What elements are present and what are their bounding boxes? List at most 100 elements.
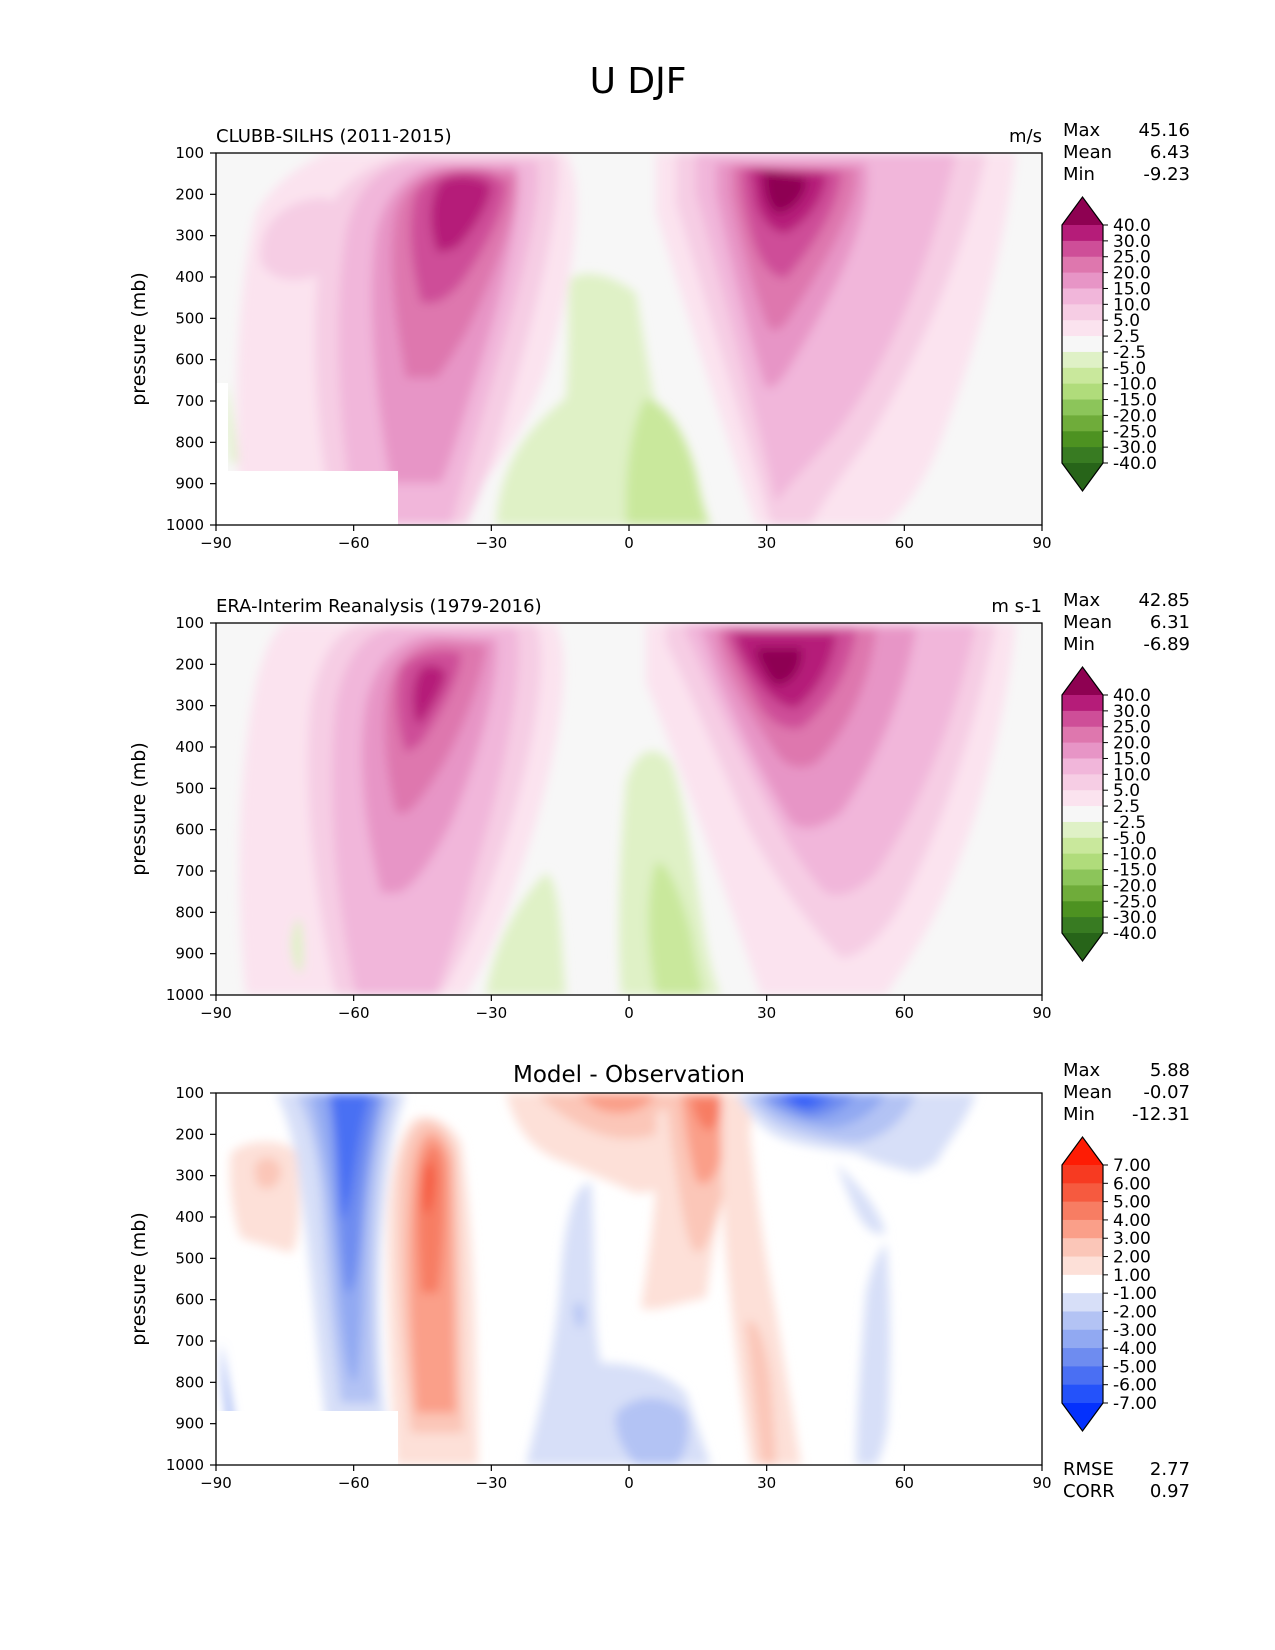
colorbar-bin bbox=[1062, 853, 1103, 871]
y-axis-label: pressure (mb) bbox=[128, 1212, 150, 1346]
colorbar-label: -5.0 bbox=[1113, 829, 1146, 849]
y-tick-label: 300 bbox=[175, 697, 204, 715]
colorbar-bin bbox=[1062, 240, 1103, 258]
colorbar-label: -30.0 bbox=[1113, 438, 1157, 458]
x-tick-label: 90 bbox=[1032, 534, 1051, 552]
colorbar-bin bbox=[1062, 1165, 1103, 1184]
colorbar-label: -7.00 bbox=[1113, 1394, 1157, 1414]
colorbar-label: 10.0 bbox=[1113, 295, 1151, 315]
stat-label: Mean bbox=[1063, 142, 1112, 163]
colorbar-bin bbox=[1062, 1274, 1103, 1294]
stat-value: 0.97 bbox=[1150, 1481, 1190, 1502]
colorbar-bin bbox=[1062, 367, 1103, 385]
colorbar-bin bbox=[1062, 774, 1103, 791]
colorbar-bin bbox=[1062, 806, 1103, 823]
colorbar-label: -40.0 bbox=[1113, 454, 1157, 474]
y-tick-label: 700 bbox=[175, 392, 204, 410]
colorbar-bin bbox=[1062, 869, 1103, 886]
colorbar-label: 25.0 bbox=[1113, 718, 1151, 738]
difference-colorbar: 7.006.005.004.003.002.001.00-1.00-2.00-3… bbox=[1061, 1135, 1157, 1433]
colorbar-label: 6.00 bbox=[1113, 1174, 1151, 1194]
colorbar-label: 40.0 bbox=[1113, 686, 1151, 706]
colorbar-label: 30.0 bbox=[1113, 702, 1151, 722]
colorbar-bin bbox=[1062, 399, 1103, 416]
y-tick-label: 300 bbox=[175, 1167, 204, 1185]
y-axis-label: pressure (mb) bbox=[128, 742, 150, 876]
stat-value: 5.88 bbox=[1150, 1060, 1190, 1081]
y-axis-label: pressure (mb) bbox=[128, 272, 150, 406]
stat-value: 45.16 bbox=[1138, 120, 1190, 141]
colorbar-bin bbox=[1062, 1311, 1103, 1331]
stat-value: 2.77 bbox=[1150, 1459, 1190, 1480]
x-tick-label: 90 bbox=[1032, 1474, 1051, 1492]
colorbar-bin bbox=[1062, 415, 1103, 432]
colorbar-label: 3.00 bbox=[1113, 1229, 1151, 1249]
x-tick-label: 30 bbox=[757, 534, 776, 552]
model-colorbar: 40.030.025.020.015.010.05.02.5-2.5-5.0-1… bbox=[1061, 195, 1157, 493]
colorbar-label: -5.0 bbox=[1113, 359, 1146, 379]
observation-axes: −90 −60 −30 0 30 60 90 100 200 300 400 500 600 700 800… bbox=[128, 614, 1052, 1022]
colorbar-bin bbox=[1062, 1183, 1103, 1203]
colorbar-bin bbox=[1062, 1293, 1103, 1313]
observation-stats: Max 42.85 Mean 6.31 Min -6.89 bbox=[1063, 590, 1190, 655]
colorbar-label: -25.0 bbox=[1113, 892, 1157, 912]
x-tick-label: 30 bbox=[757, 1474, 776, 1492]
figure-title: U DJF bbox=[590, 61, 687, 102]
colorbar-label: -5.00 bbox=[1113, 1357, 1157, 1377]
y-tick-label: 200 bbox=[175, 185, 204, 203]
colorbar-label: -25.0 bbox=[1113, 422, 1157, 442]
difference-panel-title: Model - Observation bbox=[513, 1062, 745, 1088]
colorbar-label: -30.0 bbox=[1113, 908, 1157, 928]
stat-label: RMSE bbox=[1063, 1459, 1114, 1480]
colorbar-label: 4.00 bbox=[1113, 1211, 1151, 1231]
y-tick-label: 400 bbox=[175, 738, 204, 756]
stat-value: 6.43 bbox=[1150, 142, 1190, 163]
observation-units-label: m s-1 bbox=[991, 596, 1042, 617]
colorbar-bin bbox=[1062, 1384, 1103, 1404]
y-tick-label: 300 bbox=[175, 227, 204, 245]
stat-label: Min bbox=[1063, 164, 1095, 185]
colorbar-label: -10.0 bbox=[1113, 845, 1157, 865]
colorbar-bin bbox=[1062, 351, 1103, 369]
x-tick-label: −60 bbox=[338, 1004, 370, 1022]
colorbar-label: 25.0 bbox=[1113, 248, 1151, 268]
y-tick-label: 900 bbox=[175, 475, 204, 493]
stat-value: -12.31 bbox=[1132, 1104, 1190, 1125]
y-tick-label: 500 bbox=[175, 779, 204, 797]
colorbar-label: -2.00 bbox=[1113, 1302, 1157, 1322]
colorbar-bin bbox=[1062, 885, 1103, 902]
x-tick-label: 0 bbox=[624, 1474, 634, 1492]
y-tick-label: 100 bbox=[175, 1084, 204, 1102]
colorbar-bin bbox=[1062, 1329, 1103, 1349]
stat-label: Mean bbox=[1063, 612, 1112, 633]
colorbar-bin bbox=[1062, 726, 1103, 744]
colorbar-label: -40.0 bbox=[1113, 924, 1157, 944]
colorbar-bin bbox=[1062, 447, 1103, 464]
stat-value: -0.07 bbox=[1143, 1082, 1190, 1103]
y-tick-label: 200 bbox=[175, 1125, 204, 1143]
y-tick-label: 100 bbox=[175, 614, 204, 632]
colorbar-label: 15.0 bbox=[1113, 749, 1151, 769]
stat-label: Min bbox=[1063, 1104, 1095, 1125]
model-axes: −90 −60 −30 0 30 60 90 100 200 300 400 500 600 700 800… bbox=[128, 144, 1052, 552]
observation-panel-title: ERA-Interim Reanalysis (1979-2016) bbox=[216, 596, 542, 617]
colorbar-bin bbox=[1062, 821, 1103, 839]
x-tick-label: 90 bbox=[1032, 1004, 1051, 1022]
colorbar-label: 5.0 bbox=[1113, 311, 1140, 331]
y-tick-label: 500 bbox=[175, 1249, 204, 1267]
stat-label: Min bbox=[1063, 634, 1095, 655]
x-tick-label: 0 bbox=[624, 1004, 634, 1022]
observation-colorbar: 40.030.025.020.015.010.05.02.5-2.5-5.0-1… bbox=[1061, 665, 1157, 963]
colorbar-bin bbox=[1062, 320, 1103, 337]
colorbar-label: -2.5 bbox=[1113, 813, 1146, 833]
panel-difference: Model - Observation −90 −60 −30 0 30 60 90 100 2… bbox=[128, 1060, 1190, 1502]
colorbar-label: -3.00 bbox=[1113, 1321, 1157, 1341]
x-tick-label: 60 bbox=[895, 1474, 914, 1492]
y-tick-label: 400 bbox=[175, 268, 204, 286]
colorbar-bin bbox=[1062, 336, 1103, 353]
y-tick-label: 800 bbox=[175, 1373, 204, 1391]
colorbar-label: 2.5 bbox=[1113, 797, 1140, 817]
stat-label: Max bbox=[1063, 590, 1101, 611]
y-tick-label: 400 bbox=[175, 1208, 204, 1226]
colorbar-label: 15.0 bbox=[1113, 279, 1151, 299]
